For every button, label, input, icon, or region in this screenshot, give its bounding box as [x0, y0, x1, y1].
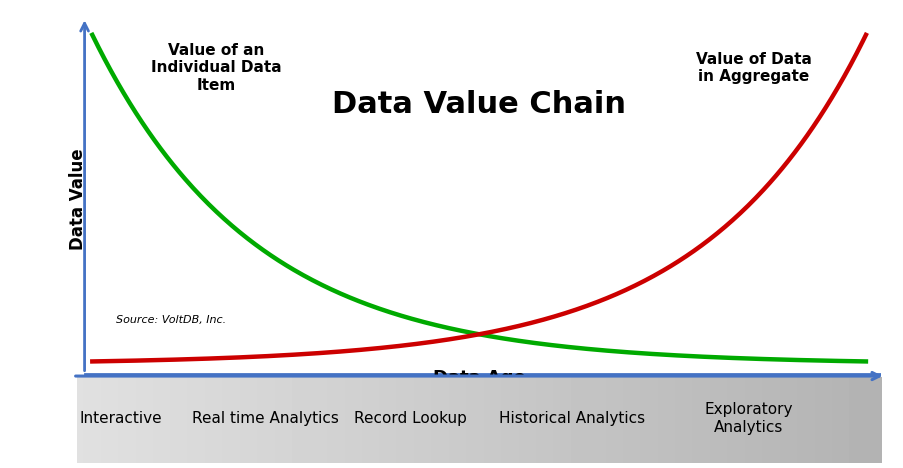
Text: Source: VoltDB, Inc.: Source: VoltDB, Inc.	[116, 315, 226, 325]
Text: Historical Analytics: Historical Analytics	[498, 411, 644, 426]
Text: Value of Data
in Aggregate: Value of Data in Aggregate	[695, 51, 811, 84]
Text: Value of an
Individual Data
Item: Value of an Individual Data Item	[151, 43, 281, 93]
Text: Data Age: Data Age	[433, 368, 525, 387]
Text: Data Value: Data Value	[69, 148, 87, 249]
Text: Exploratory
Analytics: Exploratory Analytics	[703, 402, 792, 435]
Text: Record Lookup: Record Lookup	[354, 411, 467, 426]
Text: Real time Analytics: Real time Analytics	[192, 411, 339, 426]
Text: Data Value Chain: Data Value Chain	[331, 90, 626, 119]
Text: Interactive: Interactive	[79, 411, 163, 426]
